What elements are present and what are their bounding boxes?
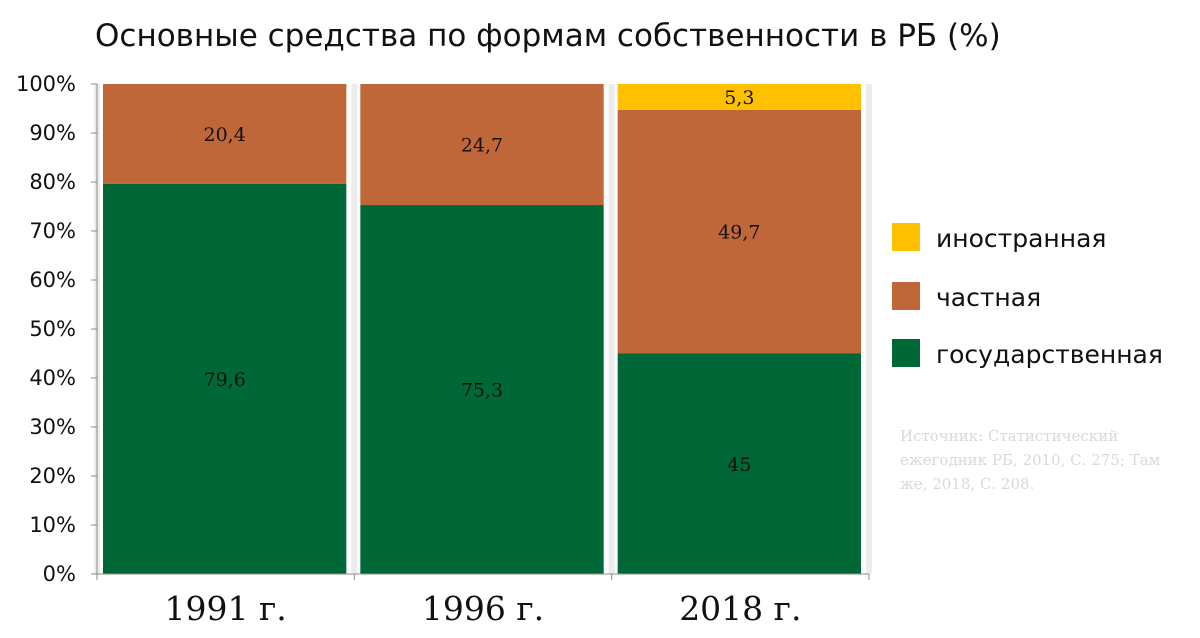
legend-label: частная — [936, 283, 1041, 312]
bar-segment — [103, 183, 347, 574]
y-tick-label: 10% — [29, 513, 76, 537]
y-tick-label: 20% — [29, 464, 76, 488]
bar-segment — [103, 84, 347, 184]
legend-swatch — [892, 223, 920, 251]
legend-swatch — [892, 282, 920, 310]
y-tick-label: 50% — [29, 317, 76, 341]
x-tick-label: 1996 г. — [422, 589, 544, 628]
legend: иностранная частная государственная — [892, 223, 1163, 369]
y-tick-label: 30% — [29, 415, 76, 439]
data-label: 5,3 — [724, 87, 754, 109]
x-tick-label: 1991 г. — [165, 589, 287, 628]
bar-segment — [617, 109, 861, 354]
data-label: 20,4 — [204, 124, 246, 146]
source-note-line-3: же, 2018, С. 208. — [900, 475, 1034, 493]
bar-gap — [866, 84, 872, 574]
data-label: 49,7 — [718, 222, 760, 244]
y-tick-label: 100% — [16, 72, 76, 96]
chart-title: Основные средства по формам собственност… — [95, 18, 1001, 54]
source-note-line-2: ежегодник РБ, 2010, С. 275; Там — [900, 451, 1161, 469]
data-label: 75,3 — [461, 380, 503, 402]
plot-area: 79,6 20,4 75,3 24,7 45 49,7 5,3 — [94, 84, 872, 574]
bar-gap — [608, 84, 615, 574]
y-tick-label: 60% — [29, 268, 76, 292]
data-label: 24,7 — [461, 135, 503, 157]
bar-segment — [360, 205, 604, 574]
x-axis: 1991 г. 1996 г. 2018 г. — [96, 573, 870, 628]
y-tick-label: 0% — [43, 562, 76, 586]
bar-segment — [360, 84, 604, 206]
y-axis: 0% 10% 20% 30% 40% 50% 60% 70% 80% 90% 100% — [16, 72, 98, 586]
y-tick-label: 70% — [29, 219, 76, 243]
x-tick-label: 2018 г. — [679, 589, 801, 628]
y-tick-label: 80% — [29, 170, 76, 194]
bar-gap — [351, 84, 358, 574]
legend-swatch — [892, 339, 920, 367]
y-tick-label: 40% — [29, 366, 76, 390]
legend-label: государственная — [936, 340, 1163, 369]
source-note-line-1: Источник: Статистический — [900, 427, 1118, 445]
data-label: 79,6 — [204, 369, 246, 391]
y-tick-label: 90% — [29, 121, 76, 145]
bar-segment — [617, 353, 861, 574]
data-label: 45 — [727, 454, 751, 476]
legend-label: иностранная — [936, 224, 1106, 253]
bar-segment — [617, 84, 861, 110]
